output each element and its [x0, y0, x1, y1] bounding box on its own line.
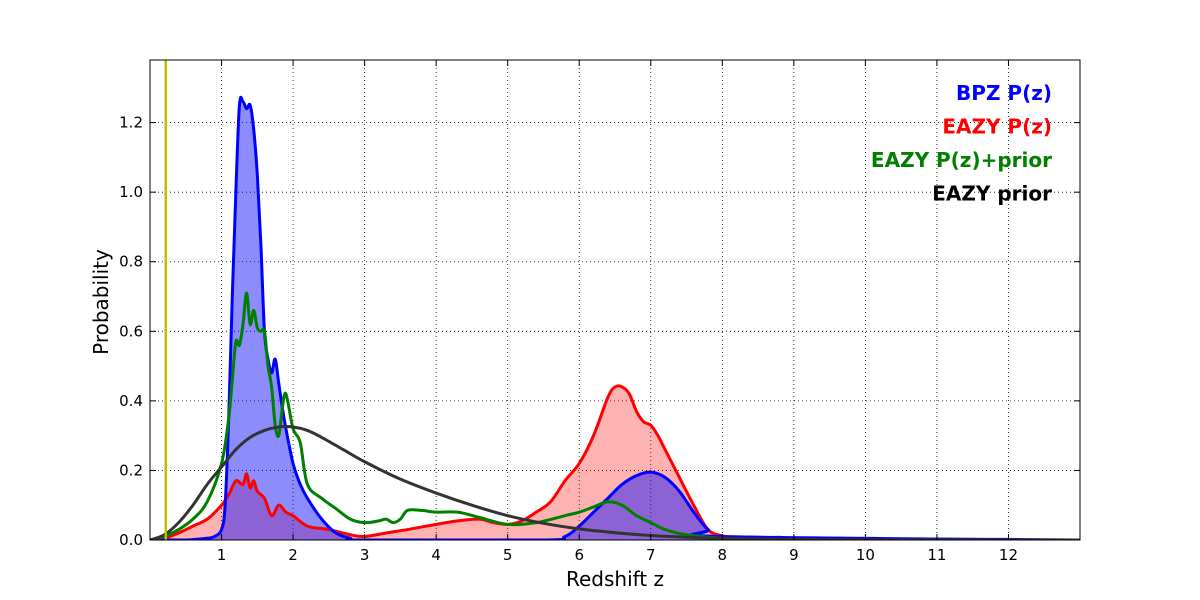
- x-axis-label: Redshift z: [566, 567, 664, 591]
- legend-entry-eazy-prior: EAZY prior: [932, 182, 1052, 206]
- y-tick-label: 0.6: [119, 322, 143, 340]
- x-tick-label: 4: [431, 546, 441, 564]
- x-tick-label: 6: [574, 546, 584, 564]
- y-tick-label: 0.2: [119, 461, 143, 479]
- y-tick-label: 0.0: [119, 531, 143, 549]
- series-areas: [150, 97, 1080, 540]
- legend-entry-eazy-p-z-prior: EAZY P(z)+prior: [871, 148, 1052, 172]
- y-tick-label: 1.0: [119, 183, 143, 201]
- bpz-p-z-area: [150, 97, 1080, 540]
- series-lines: [150, 95, 1080, 540]
- y-tick-label: 0.4: [119, 392, 143, 410]
- axis-ticks: 1 2 3 4 5 6 7 8 9 10 11 120.00.20.40.60.81.01.2: [119, 60, 1080, 564]
- legend: BPZ P(z) EAZY P(z) EAZY P(z)+prior EAZY pri…: [871, 81, 1052, 206]
- eazy-p-z-prior-line: [150, 291, 1080, 540]
- x-tick-label: 7: [646, 546, 656, 564]
- plot-frame: [149, 59, 1081, 541]
- legend-entry-bpz-p-z: BPZ P(z): [956, 81, 1052, 105]
- grid: [150, 60, 1080, 541]
- x-tick-label: 5: [503, 546, 513, 564]
- x-tick-label: 9: [789, 546, 799, 564]
- x-tick-label: 10: [856, 546, 875, 564]
- eazy-prior-line: [150, 425, 1080, 540]
- legend-entry-eazy-p-z: EAZY P(z): [942, 115, 1052, 139]
- x-tick-label: 1: [217, 546, 227, 564]
- x-tick-label: 12: [999, 546, 1018, 564]
- x-tick-label: 11: [927, 546, 946, 564]
- y-tick-label: 0.8: [119, 253, 143, 271]
- x-tick-label: 8: [718, 546, 728, 564]
- x-tick-label: 3: [360, 546, 370, 564]
- y-axis-label: Probability: [89, 249, 113, 355]
- x-tick-label: 2: [288, 546, 298, 564]
- y-tick-label: 1.2: [119, 114, 143, 132]
- eazy-p-z-area: [150, 385, 1080, 540]
